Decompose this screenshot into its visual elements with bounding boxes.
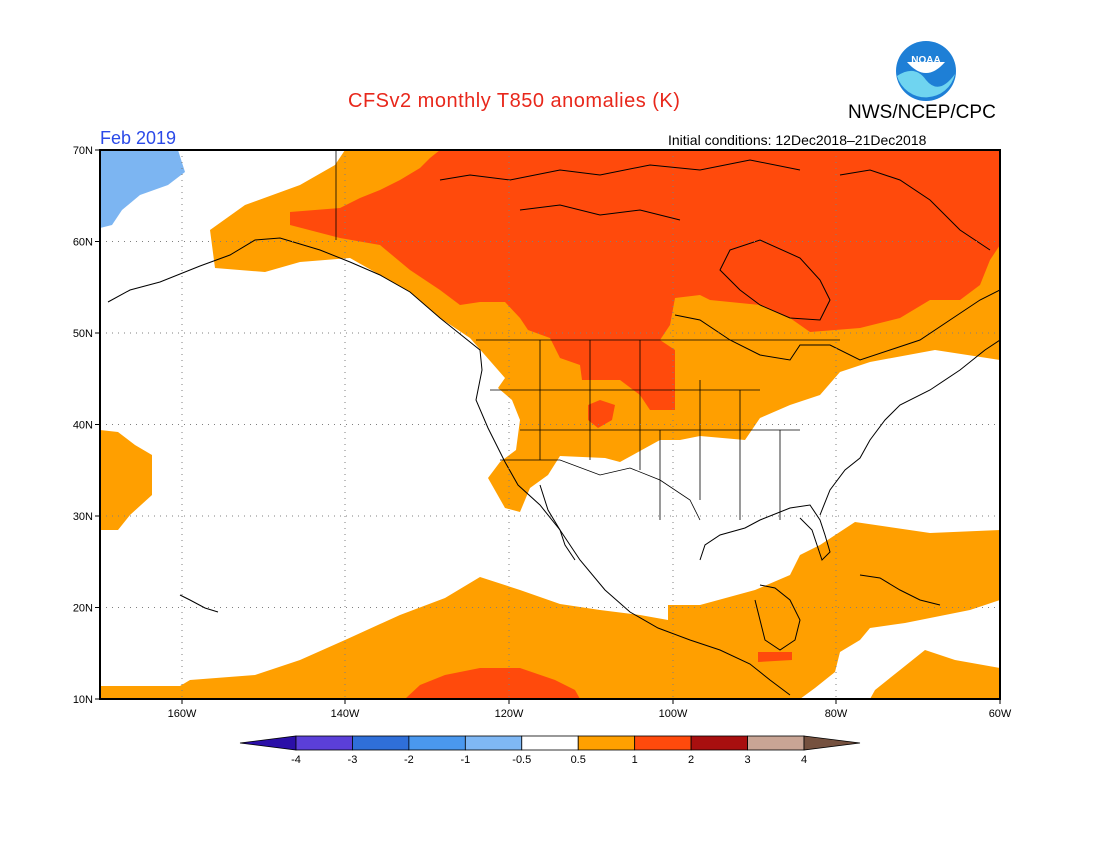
lat-label: 10N [73, 694, 93, 706]
colorbar-swatch [295, 735, 353, 751]
colorbar-label: -1 [460, 754, 470, 766]
lon-label: 60W [989, 708, 1012, 720]
colorbar-swatch [634, 735, 692, 751]
lat-label: 50N [73, 328, 93, 340]
lat-label: 40N [73, 420, 93, 432]
colorbar-label: 4 [801, 754, 807, 766]
colorbar-low-extend [239, 735, 297, 751]
colorbar-label: 3 [744, 754, 750, 766]
lat-label: 60N [73, 237, 93, 249]
noaa-logo-icon: NOAA [896, 41, 956, 101]
initial-conditions: Initial conditions: 12Dec2018–21Dec2018 [668, 132, 927, 148]
colorbar-swatch [577, 735, 636, 751]
organization-label: NWS/NCEP/CPC [848, 102, 996, 123]
colorbar-swatch [464, 735, 523, 751]
tick-marks [95, 149, 1001, 704]
colorbar-swatch [408, 735, 466, 751]
longitude-labels: 160W 140W 120W 100W 80W 60W [168, 708, 1012, 720]
lon-label: 80W [825, 708, 848, 720]
colorbar-high-extend [803, 735, 861, 751]
anomaly-region-neg-0-5-to-neg-1 [100, 150, 185, 228]
colorbar-label: -3 [348, 754, 358, 766]
chart-title: CFSv2 monthly T850 anomalies (K) [348, 90, 681, 112]
logo-text: NOAA [911, 55, 940, 66]
coastlines [107, 159, 1000, 696]
latitude-labels: 70N 60N 50N 40N 30N 20N 10N [73, 145, 93, 706]
lat-label: 20N [73, 603, 93, 615]
colorbar-swatch [352, 735, 410, 751]
lat-label: 30N [73, 511, 93, 523]
lon-label: 160W [168, 708, 197, 720]
lon-label: 100W [659, 708, 688, 720]
colorbar-label: -4 [291, 754, 301, 766]
colorbar-label: -2 [404, 754, 414, 766]
colorbar-swatch [521, 735, 579, 751]
anomaly-region-1-to-2 [290, 150, 1000, 699]
political-borders [335, 150, 840, 521]
colorbar-label: -0.5 [512, 754, 531, 766]
colorbar-legend: -4 -3 -2 -1 -0.5 0.5 1 2 3 4 [239, 735, 861, 766]
lon-label: 140W [331, 708, 360, 720]
lon-label: 120W [495, 708, 524, 720]
colorbar-label: 0.5 [571, 754, 586, 766]
forecast-month: Feb 2019 [100, 128, 177, 148]
lat-label: 70N [73, 145, 93, 157]
colorbar-label: 2 [688, 754, 694, 766]
gridlines [100, 150, 1000, 699]
colorbar-swatch [747, 735, 805, 751]
colorbar-label: 1 [632, 754, 638, 766]
colorbar-swatch [690, 735, 748, 751]
